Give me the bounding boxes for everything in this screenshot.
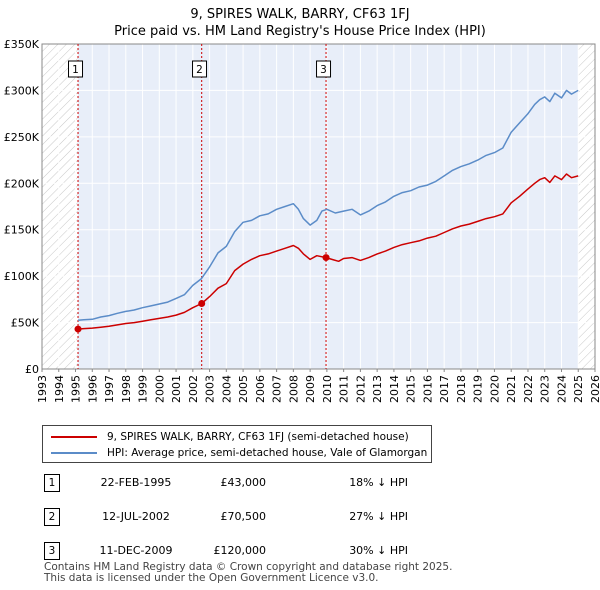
sale-marker-label: 1 <box>72 64 79 76</box>
x-tick-label: 2014 <box>388 375 401 403</box>
property-series-line <box>77 173 579 330</box>
sale-number-badge: 3 <box>44 542 60 560</box>
x-tick-label: 1994 <box>53 375 66 403</box>
x-tick-label: 2019 <box>472 375 485 403</box>
sale-point <box>198 300 206 308</box>
sale-price: £70,500 <box>220 510 267 523</box>
price-chart: £0 £50K £100K £150K £200K £250K £300K £350K 1993… <box>4 38 600 403</box>
x-tick-label: 1999 <box>137 375 150 403</box>
hatched-region-before <box>42 44 79 369</box>
sale-hpi-diff: 27% ↓ HPI <box>349 510 408 523</box>
x-tick-label: 2026 <box>589 375 600 403</box>
legend-swatch-hpi <box>51 452 97 454</box>
x-tick-label: 2003 <box>204 375 217 403</box>
sale-number-badge: 1 <box>44 474 60 492</box>
x-tick-label: 2004 <box>220 375 233 403</box>
y-tick-label: £150K <box>4 224 40 237</box>
attribution-line: Contains HM Land Registry data © Crown c… <box>44 561 453 573</box>
x-tick-label: 2008 <box>287 375 300 403</box>
sale-date: 11-DEC-2009 <box>99 544 173 557</box>
x-tick-label: 2024 <box>555 375 568 403</box>
hatched-region-after <box>578 44 595 369</box>
sale-marker-label: 3 <box>320 64 327 76</box>
legend-item-hpi: HPI: Average price, semi-detached house,… <box>51 445 427 461</box>
legend-item-property: 9, SPIRES WALK, BARRY, CF63 1FJ (semi-de… <box>51 429 409 445</box>
x-tick-label: 2002 <box>187 375 200 403</box>
x-tick-label: 1998 <box>120 375 133 403</box>
x-tick-label: 2009 <box>304 375 317 403</box>
y-tick-label: £300K <box>4 84 40 97</box>
sale-marker-box <box>192 60 208 78</box>
sale-price: £43,000 <box>220 476 267 489</box>
x-tick-label: 1995 <box>70 375 83 403</box>
x-tick-label: 2020 <box>488 375 501 403</box>
attribution-line: This data is licensed under the Open Gov… <box>44 572 379 584</box>
sale-date: 12-JUL-2002 <box>102 510 170 523</box>
plot-frame <box>41 43 596 370</box>
legend-label-property: 9, SPIRES WALK, BARRY, CF63 1FJ (semi-de… <box>107 431 409 443</box>
x-tick-label: 2007 <box>271 375 284 403</box>
sale-marker-label: 2 <box>196 64 203 76</box>
chart-legend: 9, SPIRES WALK, BARRY, CF63 1FJ (semi-de… <box>42 425 432 463</box>
plot-area <box>42 44 595 369</box>
chart-subtitle: Price paid vs. HM Land Registry's House … <box>114 24 486 39</box>
y-tick-label: £350K <box>4 38 40 51</box>
x-tick-label: 2001 <box>170 375 183 403</box>
x-tick-label: 2017 <box>438 375 451 403</box>
y-tick-label: £200K <box>4 177 40 190</box>
y-tick-label: £100K <box>4 270 40 283</box>
sale-number-badge: 2 <box>44 508 60 526</box>
x-tick-label: 2005 <box>237 375 250 403</box>
x-tick-label: 2022 <box>522 375 535 403</box>
x-tick-label: 2010 <box>321 375 334 403</box>
x-tick-label: 2011 <box>338 375 351 403</box>
x-tick-label: 2006 <box>254 375 267 403</box>
x-tick-label: 2018 <box>455 375 468 403</box>
sale-marker-box <box>316 60 332 78</box>
x-tick-label: 1993 <box>36 375 49 403</box>
x-tick-label: 1996 <box>86 375 99 403</box>
attribution: Contains HM Land Registry data © Crown c… <box>44 562 452 584</box>
sale-point <box>322 254 330 262</box>
legend-label-hpi: HPI: Average price, semi-detached house,… <box>107 447 428 459</box>
x-tick-label: 1997 <box>103 375 116 403</box>
sale-point <box>74 325 82 333</box>
legend-swatch-property <box>51 436 97 438</box>
x-tick-label: 2015 <box>405 375 418 403</box>
x-tick-label: 2021 <box>505 375 518 403</box>
x-tick-label: 2023 <box>539 375 552 403</box>
sale-date: 22-FEB-1995 <box>100 476 172 489</box>
x-tick-label: 2025 <box>572 375 585 403</box>
sale-price: £120,000 <box>213 544 267 557</box>
y-tick-label: £0 <box>25 363 39 376</box>
sale-hpi-diff: 30% ↓ HPI <box>349 544 408 557</box>
x-tick-label: 2000 <box>153 375 166 403</box>
x-tick-label: 2013 <box>371 375 384 403</box>
y-tick-label: £250K <box>4 131 40 144</box>
sale-marker-box <box>68 60 84 78</box>
y-tick-label: £50K <box>11 317 40 330</box>
sale-hpi-diff: 18% ↓ HPI <box>349 476 408 489</box>
hpi-series-line <box>77 89 579 322</box>
x-tick-label: 2012 <box>354 375 367 403</box>
chart-title: 9, SPIRES WALK, BARRY, CF63 1FJ <box>190 7 410 22</box>
x-tick-label: 2016 <box>421 375 434 403</box>
